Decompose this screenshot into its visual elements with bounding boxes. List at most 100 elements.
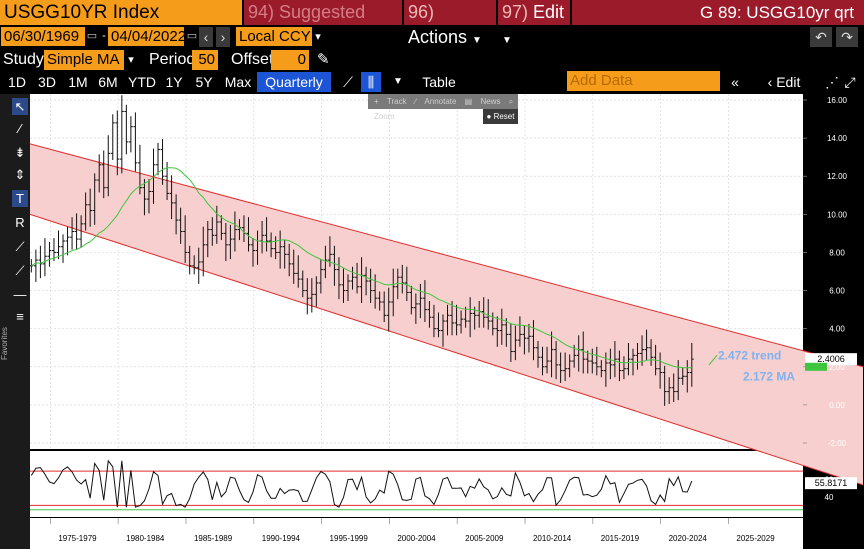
ray-icon[interactable]: ⟋ xyxy=(15,263,25,278)
channel-icon[interactable]: ≡ xyxy=(16,309,24,324)
actions-num: 96) xyxy=(408,2,435,22)
calendar-icon[interactable]: ▭ xyxy=(86,30,98,42)
y-tick-label: 0.00 xyxy=(829,401,845,410)
undo-icon[interactable]: ↶ xyxy=(810,27,832,47)
table-button[interactable]: Table xyxy=(422,74,456,90)
suggested-charts-menu[interactable]: 94) Suggested Charts xyxy=(244,0,402,47)
zoom-button[interactable]: ⌕ Zoom xyxy=(374,97,514,121)
channel-upper-line xyxy=(30,143,864,368)
tab-ytd[interactable]: YTD xyxy=(128,74,156,90)
expand-icon[interactable]: ⤢ xyxy=(844,74,856,90)
chevron-down-icon[interactable]: ▼ xyxy=(393,76,403,87)
study-bar: Study Simple MA ▾ Period 50 Offset 0 ✎ xyxy=(0,50,864,72)
offset-input[interactable]: 0 xyxy=(271,50,309,70)
ticker-field[interactable]: USGG10YR Index xyxy=(0,0,242,25)
tab-max[interactable]: Max xyxy=(224,74,252,90)
x-tick-label: 2020-2024 xyxy=(669,534,708,543)
xaxis-bg xyxy=(30,518,803,549)
reset-label: Reset xyxy=(493,112,515,121)
prev-icon[interactable]: ‹ xyxy=(199,27,213,47)
tab-5y[interactable]: 5Y xyxy=(195,74,213,90)
settings-icon[interactable]: ⋰ xyxy=(825,74,839,90)
x-tick-label: 1985-1989 xyxy=(194,534,233,543)
actions-menu[interactable]: 96) Actions ▼ xyxy=(404,0,496,47)
x-tick-label: 1995-1999 xyxy=(330,534,369,543)
redo-icon[interactable]: ↷ xyxy=(836,27,858,47)
chart-area[interactable]: 2.472 trend 2.172 MA 16.00 14.00 12.00 10.00 8… xyxy=(30,94,864,549)
fib-retracement-icon[interactable]: R xyxy=(15,215,25,230)
line-chart-icon[interactable]: ⟋ xyxy=(343,74,353,90)
tab-6m[interactable]: 6M xyxy=(98,74,118,90)
end-date-field[interactable]: 04/04/2022 xyxy=(108,27,186,46)
study-type-select[interactable]: Simple MA xyxy=(44,50,124,70)
osc-value-label: 55.8171 xyxy=(815,478,848,488)
period-label: Period xyxy=(149,51,196,68)
date-range-bar: 06/30/1969 ▭ - 04/04/2022 ▭ ‹ › Local CC… xyxy=(0,27,864,49)
currency-select[interactable]: Local CCY xyxy=(236,27,312,46)
y-tick-label: 14.00 xyxy=(827,134,848,143)
bar-chart-icon[interactable]: ⫼ xyxy=(361,72,381,92)
trend-annotation: 2.472 trend xyxy=(718,348,781,362)
chevron-left-icon: ‹ xyxy=(767,74,773,90)
x-tick-label: 2015-2019 xyxy=(601,534,640,543)
period-input[interactable]: 50 xyxy=(192,50,218,70)
osc-tick-label: 40 xyxy=(825,493,834,502)
x-tick-label: 2025-2029 xyxy=(736,534,775,543)
period-select[interactable]: Quarterly ▼ xyxy=(257,72,331,110)
y-tick-label: 16.00 xyxy=(827,96,848,105)
chevron-down-icon[interactable]: ▾ xyxy=(315,31,321,43)
y-tick-label: 6.00 xyxy=(829,287,845,296)
x-tick-label: 1975-1979 xyxy=(58,534,97,543)
y-tick-label: 8.00 xyxy=(829,248,845,257)
last-value-label: 2.4006 xyxy=(817,354,845,364)
pencil-icon[interactable]: ✎ xyxy=(317,51,330,68)
dollar-tool-icon[interactable]: ⇕ xyxy=(14,167,26,182)
tab-1y[interactable]: 1Y xyxy=(165,74,183,90)
chart-svg: 2.472 trend 2.172 MA 16.00 14.00 12.00 10.00 8… xyxy=(30,94,864,549)
add-data-input[interactable]: Add Data xyxy=(567,71,720,91)
last-value-badge xyxy=(805,353,857,366)
dropdown-icon: ▼ xyxy=(502,35,512,46)
edit-label: Edit xyxy=(533,2,565,22)
tab-1m[interactable]: 1M xyxy=(68,74,88,90)
dash: - xyxy=(102,30,106,42)
osc-value-badge xyxy=(805,477,857,490)
percent-tool-icon[interactable]: ⇟ xyxy=(14,145,26,160)
x-tick-label: 1980-1984 xyxy=(126,534,165,543)
news-button[interactable]: ▤ News xyxy=(464,97,501,106)
cursor-icon[interactable]: ↖ xyxy=(12,98,28,115)
vertical-line-icon[interactable]: T xyxy=(12,190,28,207)
title-bar: USGG10YR Index 94) Suggested Charts 96) … xyxy=(0,0,864,47)
y-tick-label: 2.00 xyxy=(829,363,845,372)
drawing-toolbar: ↖ ∕ ⇟ ⇕ T R ⟋ ⟋ — ≡ Favorites xyxy=(0,94,30,549)
y-tick-label: -2.00 xyxy=(828,439,847,448)
tab-1d[interactable]: 1D xyxy=(8,74,26,90)
trendline-icon[interactable]: ⟋ xyxy=(15,239,25,254)
start-date-field[interactable]: 06/30/1969 xyxy=(1,27,85,46)
chevron-down-icon[interactable]: ▾ xyxy=(128,54,134,66)
collapse-icon[interactable]: « xyxy=(731,74,739,90)
track-button[interactable]: + Track xyxy=(374,97,407,106)
next-icon[interactable]: › xyxy=(216,27,230,47)
toolbar: 1D 3D 1M 6M YTD 1Y 5Y Max Quarterly ▼ ⟋ … xyxy=(0,71,864,110)
line-tool-icon[interactable]: ∕ xyxy=(18,121,22,136)
actions-label: Actions xyxy=(408,27,468,47)
edit-num: 97) xyxy=(502,2,529,22)
y-tick-label: 12.00 xyxy=(827,172,848,181)
calendar-icon[interactable]: ▭ xyxy=(186,30,198,42)
edit-menu[interactable]: 97) Edit ▼ xyxy=(498,0,570,46)
moving-average-line xyxy=(31,167,692,369)
reset-button[interactable]: ● Reset xyxy=(483,109,518,124)
tab-3d[interactable]: 3D xyxy=(38,74,56,90)
period-select-label: Quarterly xyxy=(265,74,323,90)
y-tick-label: 10.00 xyxy=(827,210,848,219)
annotate-button[interactable]: ∕ Annotate xyxy=(414,97,457,106)
favorites-tab[interactable]: Favorites xyxy=(0,327,9,361)
offset-label: Offset xyxy=(231,51,274,68)
suggested-num: 94) xyxy=(248,2,275,22)
edit-chart-button[interactable]: ‹ Edit Chart xyxy=(749,72,819,110)
graph-title: G 89: USGG10yr qrt xyxy=(574,0,864,25)
horizontal-line-icon[interactable]: — xyxy=(13,287,27,302)
annotation-leader xyxy=(708,355,718,366)
spacer xyxy=(572,0,574,25)
